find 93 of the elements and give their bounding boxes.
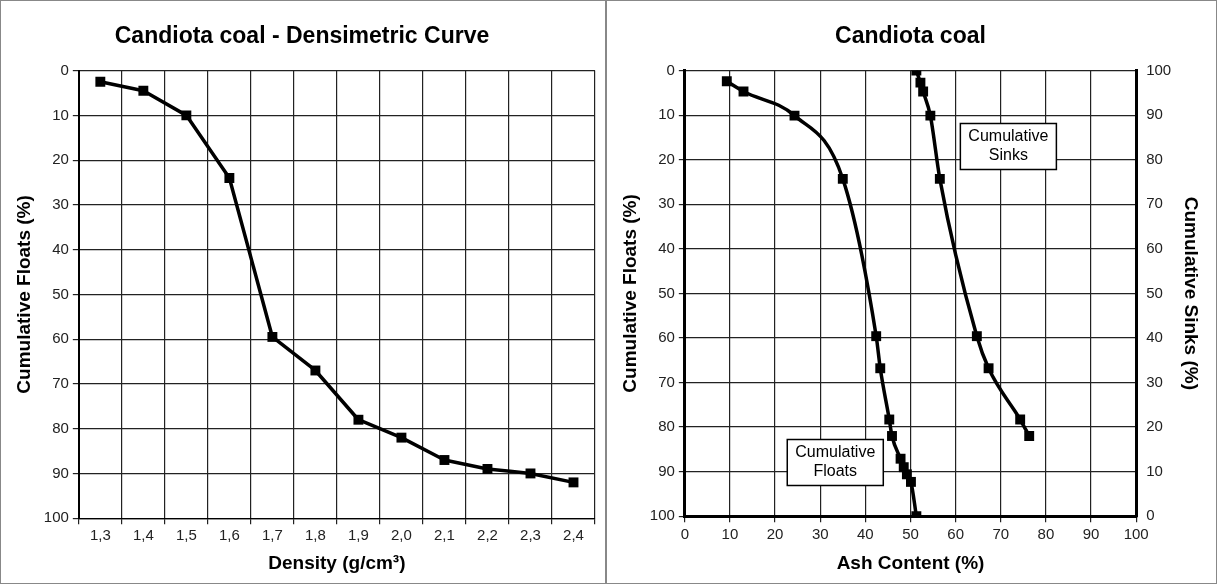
x-tick-label: 80 <box>1037 525 1055 543</box>
y-tick-label: 30 <box>658 194 675 212</box>
series-label: Cumulative Sinks <box>968 127 1049 164</box>
y-tick-label: 20 <box>52 150 69 168</box>
y-tick-label: 30 <box>52 195 69 213</box>
y2-tick-label: 0 <box>1146 506 1155 524</box>
x-tick-label: 1,5 <box>175 526 197 544</box>
point <box>934 173 945 184</box>
y-tick-label: 60 <box>52 329 69 347</box>
y-tick-label: 70 <box>52 374 69 392</box>
point <box>568 477 579 488</box>
y-tick-label: 100 <box>649 506 675 524</box>
point <box>482 464 493 474</box>
y2-tick-label: 70 <box>1146 194 1163 212</box>
y-tick-label: 90 <box>52 463 69 481</box>
point <box>925 110 936 121</box>
point <box>906 476 916 487</box>
x-tick-label: 60 <box>947 525 964 543</box>
x-tick-label: 10 <box>721 525 739 543</box>
x-tick-label: 90 <box>1082 525 1100 543</box>
x-tick-label: 70 <box>992 525 1010 543</box>
series-label: Cumulative Floats <box>795 442 876 479</box>
x-tick-label: 0 <box>680 525 689 543</box>
x-tick-label: 1,7 <box>261 526 283 544</box>
x-tick-label: 2,0 <box>391 526 412 544</box>
y-tick-label: 80 <box>658 417 675 435</box>
y-tick-label: 70 <box>658 372 675 390</box>
point <box>837 173 848 184</box>
y2-tick-label: 10 <box>1146 461 1163 479</box>
point <box>525 468 536 479</box>
y-tick-label: 50 <box>658 283 675 301</box>
x-tick-label: 40 <box>857 525 874 543</box>
x-tick-label: 2,3 <box>520 526 541 544</box>
point <box>1024 431 1035 441</box>
y2-tick-label: 20 <box>1146 417 1163 435</box>
point <box>884 414 895 425</box>
y-tick-label: 0 <box>60 60 69 78</box>
y2-tick-label: 50 <box>1146 283 1163 301</box>
point <box>789 110 800 121</box>
x-tick-label: 50 <box>902 525 919 543</box>
point <box>875 363 886 374</box>
point <box>224 173 235 183</box>
x-tick-label: 2,4 <box>563 526 584 544</box>
y2-axis-title: Cumulative Sinks (%) <box>1181 196 1203 391</box>
x-tick-label: 1,6 <box>218 526 240 544</box>
point <box>439 455 450 465</box>
y2-tick-label: 30 <box>1146 372 1163 390</box>
y-axis-title: Cumulative Floats (%) <box>618 194 640 393</box>
point <box>915 77 926 88</box>
point <box>721 76 732 87</box>
y2-tick-label: 90 <box>1146 105 1163 123</box>
y-tick-label: 10 <box>658 105 675 123</box>
y-tick-label: 40 <box>658 238 675 256</box>
point <box>138 85 149 96</box>
x-axis-title: Density (g/cm³) <box>268 551 406 573</box>
x-tick-label: 30 <box>811 525 829 543</box>
y2-tick-label: 60 <box>1146 238 1163 256</box>
y-tick-label: 60 <box>658 328 675 346</box>
point <box>887 431 897 441</box>
y2-tick-label: 40 <box>1146 328 1163 346</box>
x-tick-label: 1,8 <box>304 526 326 544</box>
y-tick-label: 100 <box>43 508 69 526</box>
x-tick-label: 20 <box>766 525 784 543</box>
chart-title: Candiota coal - Densimetric Curve <box>114 22 490 49</box>
point <box>983 363 994 374</box>
x-tick-label: 2,1 <box>434 526 455 544</box>
y-tick-label: 80 <box>52 418 69 436</box>
point <box>310 365 321 376</box>
y-tick-label: 40 <box>52 239 69 257</box>
point <box>1015 414 1026 425</box>
point <box>353 414 364 425</box>
y-tick-label: 50 <box>52 284 69 302</box>
y2-tick-label: 80 <box>1146 149 1163 167</box>
point <box>396 432 407 443</box>
chart-title: Candiota coal <box>835 22 986 49</box>
x-axis-title: Ash Content (%) <box>836 551 985 573</box>
point <box>871 331 882 342</box>
x-tick-label: 100 <box>1123 525 1149 543</box>
y2-tick-label: 100 <box>1146 60 1172 78</box>
y-tick-label: 10 <box>52 105 69 123</box>
x-tick-label: 1,9 <box>347 526 369 544</box>
point <box>267 331 278 342</box>
x-tick-label: 1,3 <box>89 526 111 544</box>
y-axis-title: Cumulative Floats (%) <box>12 195 34 394</box>
point <box>918 86 929 97</box>
point <box>181 110 192 121</box>
y-tick-label: 0 <box>666 60 675 78</box>
point <box>95 76 106 87</box>
y-tick-label: 90 <box>658 461 675 479</box>
y-tick-label: 20 <box>658 149 675 167</box>
x-tick-label: 2,2 <box>477 526 498 544</box>
x-tick-label: 1,4 <box>132 526 154 544</box>
point <box>971 331 982 342</box>
